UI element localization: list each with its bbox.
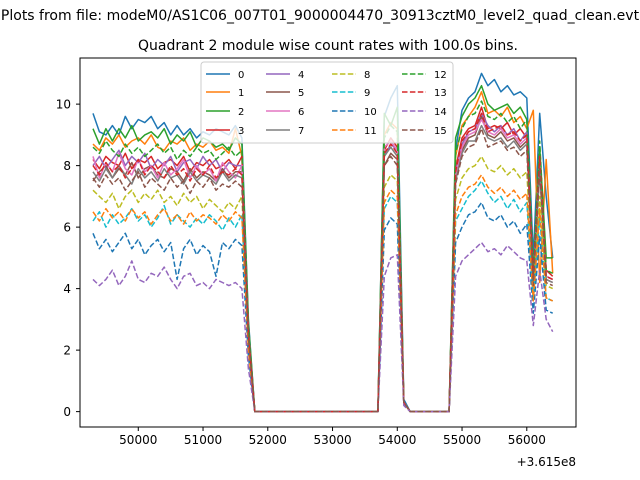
y-tick-label: 8 bbox=[63, 159, 71, 173]
axes-frame bbox=[79, 57, 577, 428]
legend-label-6: 6 bbox=[298, 107, 304, 118]
legend-label-3: 3 bbox=[238, 126, 244, 137]
legend-label-12: 12 bbox=[434, 70, 447, 81]
series-line-8 bbox=[92, 155, 554, 413]
x-axis: 50000 51000 52000 53000 54000 55000 56000 bbox=[119, 427, 546, 447]
series-line-9 bbox=[92, 180, 554, 413]
legend-label-11: 11 bbox=[364, 126, 377, 137]
x-tick-label: 56000 bbox=[508, 433, 546, 447]
series-line-4 bbox=[92, 112, 554, 413]
y-tick-label: 0 bbox=[63, 405, 71, 419]
legend-box bbox=[200, 61, 454, 144]
legend-label-10: 10 bbox=[364, 107, 377, 118]
x-tick-label: 52000 bbox=[249, 433, 287, 447]
legend-label-7: 7 bbox=[298, 126, 304, 137]
legend-label-4: 4 bbox=[298, 70, 304, 81]
legend-label-13: 13 bbox=[434, 88, 447, 99]
series-line-10 bbox=[92, 201, 554, 413]
y-tick-label: 10 bbox=[56, 98, 71, 112]
x-tick-label: 53000 bbox=[313, 433, 351, 447]
series-line-13 bbox=[92, 112, 554, 413]
legend-label-2: 2 bbox=[238, 107, 244, 118]
y-tick-label: 2 bbox=[63, 344, 71, 358]
series-line-14 bbox=[92, 241, 554, 413]
legend-label-5: 5 bbox=[298, 88, 304, 99]
series-layer bbox=[92, 72, 554, 413]
series-line-12 bbox=[92, 100, 554, 413]
legend-label-8: 8 bbox=[364, 70, 370, 81]
x-tick-label: 55000 bbox=[443, 433, 481, 447]
x-tick-label: 51000 bbox=[184, 433, 222, 447]
legend-label-14: 14 bbox=[434, 107, 447, 118]
y-tick-label: 4 bbox=[63, 282, 71, 296]
axes-title: Quadrant 2 module wise count rates with … bbox=[138, 38, 518, 54]
legend-label-9: 9 bbox=[364, 88, 370, 99]
x-tick-label: 50000 bbox=[119, 433, 157, 447]
legend-label-0: 0 bbox=[238, 70, 244, 81]
legend-label-15: 15 bbox=[434, 126, 447, 137]
figure-suptitle: Plots from file: modeM0/AS1C06_007T01_90… bbox=[1, 8, 640, 24]
x-tick-label: 54000 bbox=[378, 433, 416, 447]
y-axis: 0 2 4 6 8 10 bbox=[56, 98, 80, 419]
x-offset-label: +3.615e8 bbox=[517, 455, 576, 469]
series-line-15 bbox=[92, 127, 554, 413]
series-line-11 bbox=[92, 174, 554, 413]
series-line-3 bbox=[92, 106, 554, 413]
legend-label-1: 1 bbox=[238, 88, 244, 99]
y-tick-label: 6 bbox=[63, 221, 71, 235]
